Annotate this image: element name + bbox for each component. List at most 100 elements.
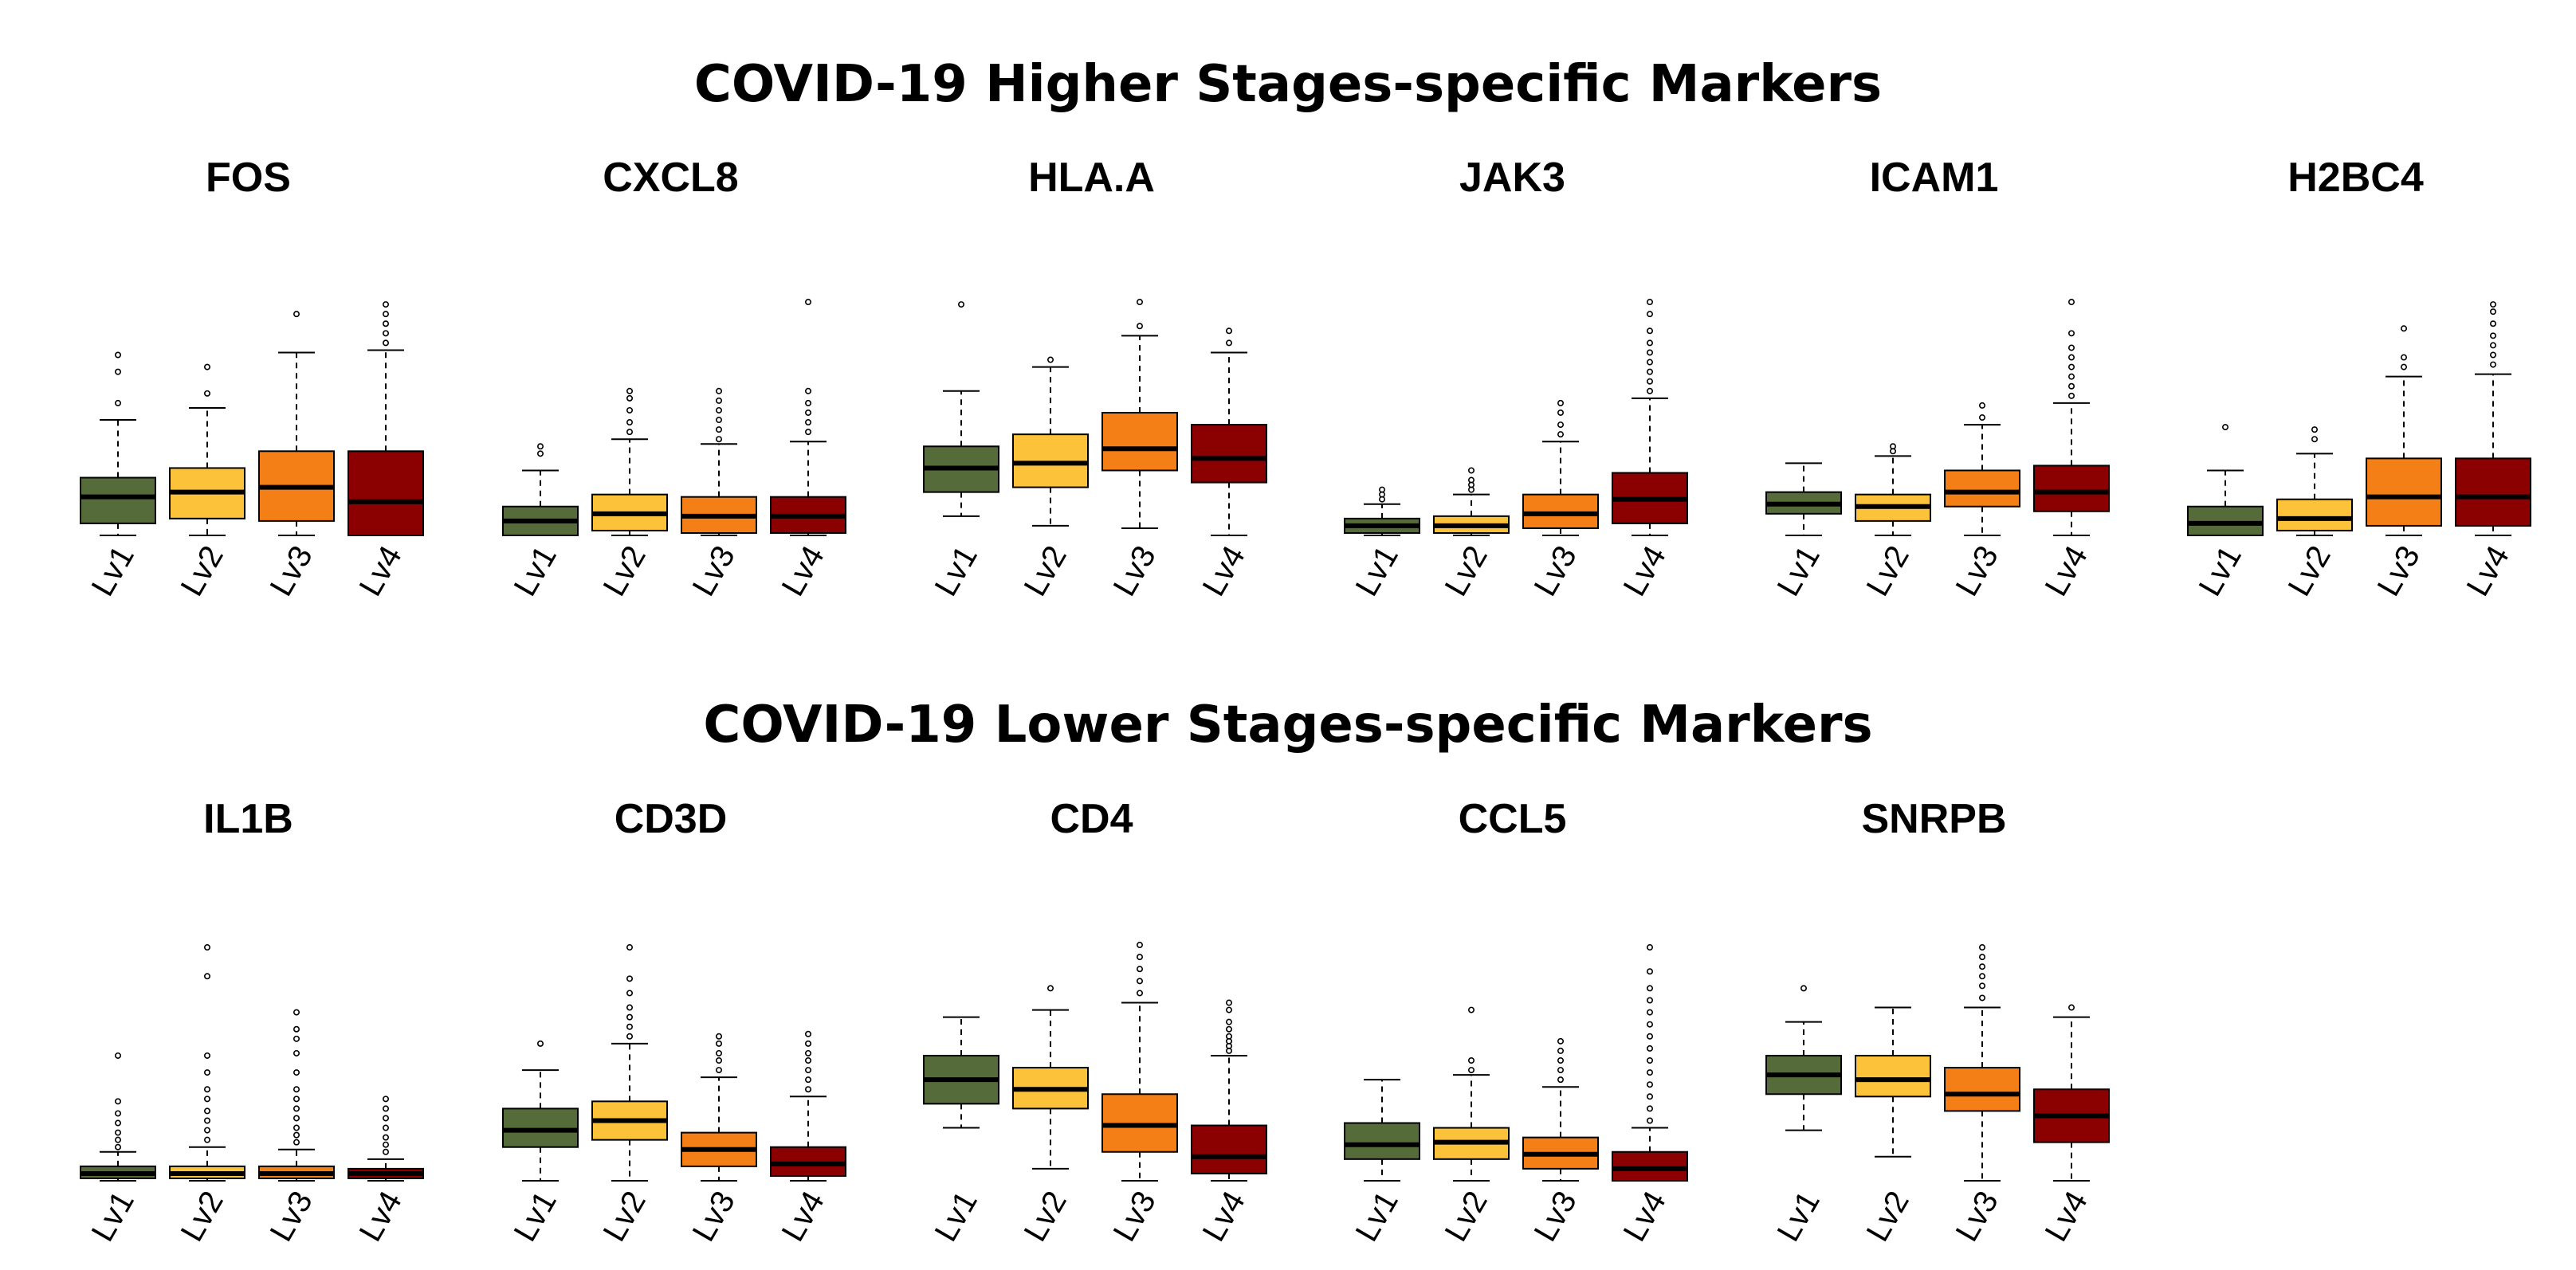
outlier-point — [2490, 301, 2497, 308]
panel-title: CD4 — [1050, 796, 1133, 842]
outlier-point — [1137, 990, 1144, 997]
outlier-point — [1379, 486, 1386, 493]
box-lv4 — [1191, 424, 1267, 484]
outlier-point — [1979, 994, 1986, 1001]
outlier-point — [1979, 982, 1986, 990]
box-lv3 — [1101, 411, 1178, 472]
outlier-point — [115, 1052, 122, 1059]
tick-label-lv3: Lv3 — [1950, 1186, 2005, 1248]
outlier-point — [1647, 1057, 1654, 1064]
tick-label-lv1: Lv1 — [1349, 1186, 1405, 1248]
tick-label-lv1: Lv1 — [508, 1186, 564, 1248]
outlier-point — [2490, 320, 2497, 327]
outlier-point — [293, 1009, 300, 1016]
outlier-point — [2068, 363, 2075, 370]
outlier-point — [2311, 436, 2319, 443]
tick-label-lv2: Lv2 — [1860, 540, 1916, 602]
boxplot-panel-fos: FOS Lv1 Lv2 Lv3 Lv4 — [80, 155, 424, 602]
tick-label-lv3: Lv3 — [1528, 1186, 1584, 1248]
outlier-point — [382, 1115, 389, 1122]
tick-label-lv3: Lv3 — [264, 540, 320, 602]
outlier-point — [1647, 1069, 1654, 1076]
tick-label-lv1: Lv1 — [929, 1186, 984, 1248]
tick-label-lv2: Lv2 — [1018, 1186, 1074, 1248]
tick-label-lv3: Lv3 — [2371, 540, 2427, 602]
tick-label-lv1: Lv1 — [85, 1186, 141, 1248]
outlier-point — [2311, 426, 2319, 433]
panel-title: CD3D — [615, 796, 728, 842]
box-lv3 — [1944, 469, 2020, 508]
outlier-point — [626, 387, 633, 394]
outlier-point — [1557, 1037, 1565, 1045]
outlier-point — [626, 429, 633, 436]
outlier-point — [626, 944, 633, 951]
outlier-point — [1647, 944, 1654, 951]
outlier-point — [2068, 344, 2075, 351]
outlier-point — [715, 1033, 722, 1040]
outlier-point — [1647, 311, 1654, 318]
outlier-point — [1226, 999, 1233, 1006]
box-lv3 — [2366, 457, 2442, 527]
outlier-point — [382, 1148, 389, 1155]
outlier-point — [293, 1105, 300, 1112]
outlier-point — [1557, 1057, 1565, 1064]
tick-label-lv3: Lv3 — [1107, 1186, 1163, 1248]
outlier-point — [1979, 944, 1986, 951]
outlier-point — [1647, 349, 1654, 356]
outlier-point — [804, 1040, 811, 1047]
outlier-point — [115, 1143, 122, 1150]
outlier-point — [1226, 327, 1233, 335]
outlier-point — [804, 1076, 811, 1084]
outlier-point — [1557, 1067, 1565, 1074]
panel-title: FOS — [206, 155, 291, 201]
outlier-point — [1226, 339, 1233, 347]
box-lv4 — [1612, 1150, 1688, 1182]
outlier-point — [1226, 1033, 1233, 1040]
outlier-point — [1647, 968, 1654, 975]
tick-label-lv3: Lv3 — [686, 1186, 742, 1248]
box-lv3 — [1101, 1093, 1178, 1153]
outlier-point — [1557, 431, 1565, 438]
outlier-point — [203, 1096, 210, 1103]
outlier-point — [115, 351, 122, 359]
outlier-point — [203, 1127, 210, 1134]
outlier-point — [2222, 424, 2229, 431]
outlier-point — [1647, 1045, 1654, 1052]
outlier-point — [626, 1004, 633, 1011]
outlier-point — [203, 1117, 210, 1124]
outlier-point — [1468, 1057, 1475, 1064]
outlier-point — [382, 1096, 389, 1103]
outlier-point — [1647, 368, 1654, 375]
outlier-point — [1647, 359, 1654, 366]
panel-title: IL1B — [203, 796, 293, 842]
outlier-point — [1047, 985, 1054, 992]
outlier-point — [1468, 467, 1475, 474]
outlier-point — [804, 1086, 811, 1093]
outlier-point — [382, 1124, 389, 1131]
outlier-point — [626, 1033, 633, 1040]
outlier-point — [203, 363, 210, 370]
outlier-point — [715, 417, 722, 424]
panel-title: SNRPB — [1861, 796, 2006, 842]
outlier-point — [2068, 299, 2075, 306]
outlier-point — [1647, 1009, 1654, 1016]
outlier-point — [115, 368, 122, 375]
outlier-point — [2490, 332, 2497, 339]
outlier-point — [804, 1057, 811, 1064]
box-lv4 — [2455, 457, 2531, 527]
tick-label-lv1: Lv1 — [508, 540, 564, 602]
outlier-point — [626, 990, 633, 997]
box-lv2 — [2276, 498, 2353, 531]
outlier-point — [804, 387, 811, 394]
outlier-point — [1468, 1067, 1475, 1074]
outlier-point — [2068, 382, 2075, 390]
outlier-point — [1047, 356, 1054, 363]
outlier-point — [293, 1086, 300, 1093]
tick-label-lv4: Lv4 — [776, 540, 831, 602]
outlier-point — [293, 1096, 300, 1103]
tick-label-lv2: Lv2 — [1860, 1186, 1916, 1248]
outlier-point — [382, 1141, 389, 1148]
box-lv1 — [80, 476, 156, 524]
box-lv1 — [502, 1107, 579, 1148]
